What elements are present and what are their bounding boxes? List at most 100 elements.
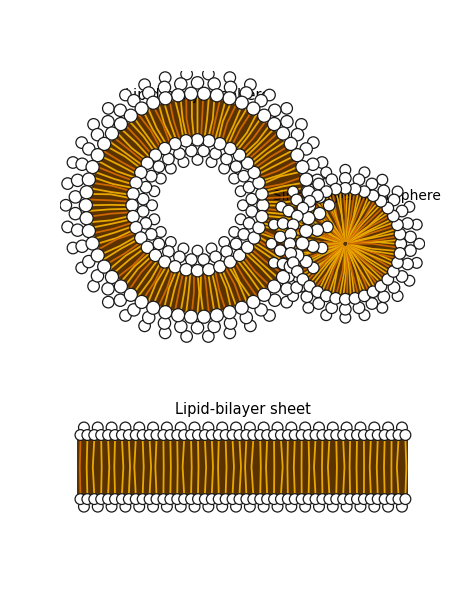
- Circle shape: [179, 429, 190, 440]
- Circle shape: [179, 494, 190, 504]
- Circle shape: [290, 494, 300, 504]
- Circle shape: [80, 186, 93, 199]
- Circle shape: [400, 494, 411, 504]
- Circle shape: [98, 260, 111, 273]
- Circle shape: [169, 138, 181, 150]
- Circle shape: [223, 91, 236, 105]
- Circle shape: [114, 104, 127, 116]
- Circle shape: [134, 501, 145, 512]
- Circle shape: [355, 501, 366, 512]
- Circle shape: [75, 494, 86, 504]
- Circle shape: [300, 422, 310, 433]
- Circle shape: [203, 501, 214, 512]
- Circle shape: [140, 217, 152, 229]
- Circle shape: [392, 186, 403, 197]
- Circle shape: [148, 501, 158, 512]
- Circle shape: [290, 429, 300, 440]
- Circle shape: [217, 422, 228, 433]
- Circle shape: [311, 224, 324, 236]
- Circle shape: [330, 293, 341, 304]
- Circle shape: [300, 255, 312, 268]
- Circle shape: [213, 494, 224, 504]
- Circle shape: [312, 190, 323, 201]
- Circle shape: [256, 210, 268, 223]
- Circle shape: [203, 264, 215, 276]
- Circle shape: [274, 245, 286, 257]
- Circle shape: [262, 494, 273, 504]
- Circle shape: [321, 310, 332, 321]
- Circle shape: [123, 429, 134, 440]
- Circle shape: [174, 320, 187, 333]
- Circle shape: [313, 298, 325, 309]
- Circle shape: [224, 317, 237, 329]
- Circle shape: [198, 87, 210, 100]
- Circle shape: [175, 501, 186, 512]
- Circle shape: [284, 260, 297, 273]
- Circle shape: [230, 238, 242, 249]
- Circle shape: [213, 429, 224, 440]
- Circle shape: [285, 248, 297, 259]
- Circle shape: [141, 241, 154, 254]
- Circle shape: [358, 429, 369, 440]
- Circle shape: [235, 96, 248, 109]
- Circle shape: [82, 429, 93, 440]
- Circle shape: [189, 422, 200, 433]
- Circle shape: [86, 237, 99, 250]
- Circle shape: [264, 89, 275, 101]
- Circle shape: [155, 226, 166, 238]
- Circle shape: [396, 206, 408, 217]
- Circle shape: [172, 494, 182, 504]
- Circle shape: [219, 163, 229, 174]
- Circle shape: [288, 290, 299, 301]
- Circle shape: [285, 228, 297, 240]
- Circle shape: [82, 225, 95, 238]
- Circle shape: [180, 264, 192, 276]
- Circle shape: [241, 429, 252, 440]
- Circle shape: [267, 118, 281, 131]
- Circle shape: [340, 312, 351, 323]
- Circle shape: [307, 158, 319, 170]
- Circle shape: [105, 127, 118, 140]
- Circle shape: [91, 148, 104, 162]
- Circle shape: [96, 429, 107, 440]
- Circle shape: [82, 143, 95, 155]
- Circle shape: [375, 195, 387, 207]
- Circle shape: [248, 494, 259, 504]
- Circle shape: [324, 429, 335, 440]
- Circle shape: [102, 103, 114, 114]
- Circle shape: [302, 199, 316, 212]
- Circle shape: [339, 293, 351, 305]
- Circle shape: [365, 494, 376, 504]
- Circle shape: [248, 232, 260, 244]
- Circle shape: [272, 422, 283, 433]
- Circle shape: [238, 229, 249, 240]
- Circle shape: [269, 294, 281, 307]
- Circle shape: [80, 211, 93, 225]
- Circle shape: [404, 276, 415, 286]
- Circle shape: [224, 143, 237, 155]
- Circle shape: [72, 174, 84, 187]
- Circle shape: [120, 89, 131, 101]
- Circle shape: [120, 309, 131, 321]
- Circle shape: [286, 501, 297, 512]
- Circle shape: [198, 254, 210, 266]
- Circle shape: [296, 160, 309, 173]
- Circle shape: [103, 494, 113, 504]
- Circle shape: [339, 172, 351, 184]
- Circle shape: [124, 288, 137, 301]
- Circle shape: [297, 274, 309, 285]
- Circle shape: [128, 304, 140, 316]
- Circle shape: [192, 245, 203, 256]
- Circle shape: [144, 494, 155, 504]
- Circle shape: [151, 494, 162, 504]
- Circle shape: [386, 429, 397, 440]
- Circle shape: [255, 494, 265, 504]
- Circle shape: [321, 221, 333, 233]
- Circle shape: [253, 176, 265, 189]
- Circle shape: [297, 203, 309, 214]
- Circle shape: [296, 429, 307, 440]
- Circle shape: [358, 290, 370, 302]
- Circle shape: [210, 251, 221, 263]
- Circle shape: [235, 186, 246, 197]
- Circle shape: [88, 280, 100, 292]
